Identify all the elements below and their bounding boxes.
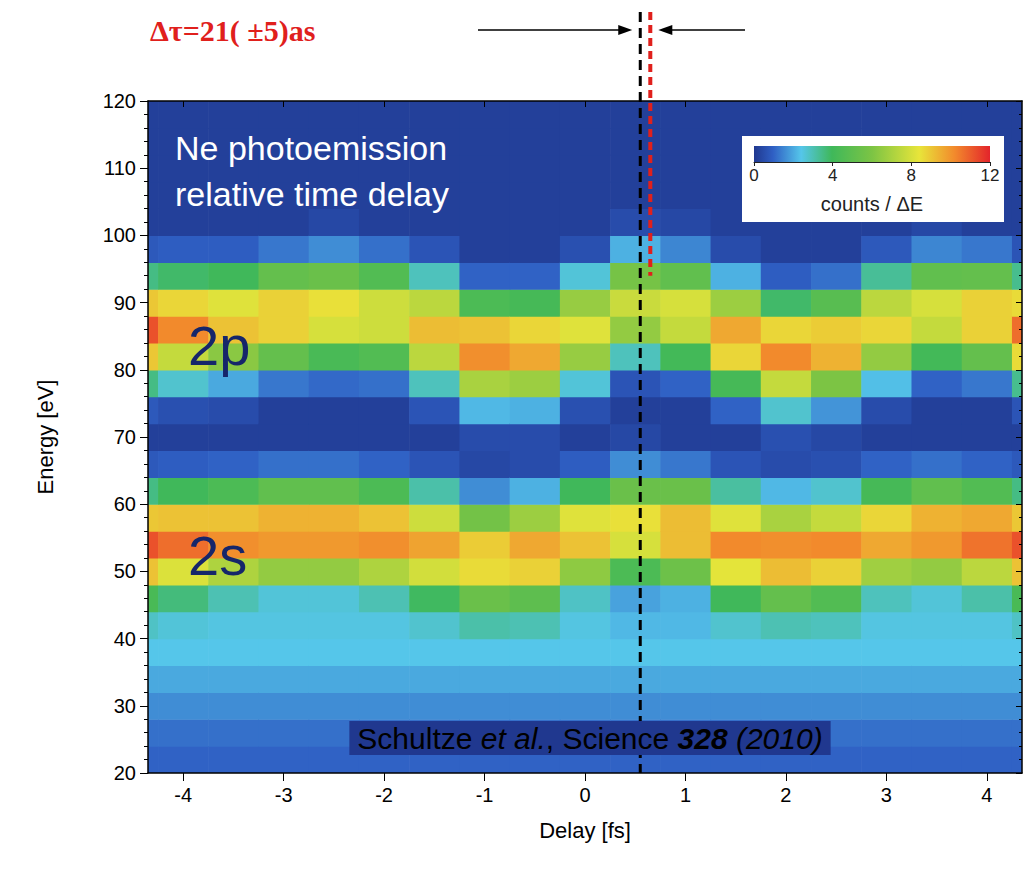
svg-text:et al.: et al. <box>481 722 546 755</box>
svg-text:4: 4 <box>981 784 992 806</box>
svg-text:110: 110 <box>104 157 136 179</box>
svg-text:2s: 2s <box>188 524 247 587</box>
svg-text:50: 50 <box>114 560 136 582</box>
svg-text:60: 60 <box>114 493 136 515</box>
svg-text:8: 8 <box>907 166 916 185</box>
svg-text:-4: -4 <box>174 784 192 806</box>
svg-text:, Science: , Science <box>546 722 678 755</box>
svg-text:0: 0 <box>579 784 590 806</box>
svg-text:-2: -2 <box>375 784 393 806</box>
svg-text:Schultze: Schultze <box>357 722 480 755</box>
svg-text:Energy [eV]: Energy [eV] <box>33 380 58 495</box>
svg-text:1: 1 <box>680 784 691 806</box>
svg-text:80: 80 <box>114 359 136 381</box>
svg-text:12: 12 <box>981 166 1000 185</box>
svg-text:20: 20 <box>114 762 136 784</box>
svg-text:0: 0 <box>749 166 758 185</box>
svg-text:Delay [fs]: Delay [fs] <box>539 818 631 843</box>
svg-text:90: 90 <box>114 292 136 314</box>
svg-text:(2010): (2010) <box>728 722 823 755</box>
svg-text:100: 100 <box>103 224 136 246</box>
svg-text:-1: -1 <box>476 784 494 806</box>
svg-text:30: 30 <box>114 695 136 717</box>
svg-text:Δτ=21( ±5)as: Δτ=21( ±5)as <box>150 14 315 48</box>
svg-text:328: 328 <box>678 722 728 755</box>
svg-text:2: 2 <box>780 784 791 806</box>
svg-text:Ne photoemission: Ne photoemission <box>175 129 447 167</box>
svg-text:4: 4 <box>828 166 837 185</box>
svg-text:70: 70 <box>114 426 136 448</box>
svg-text:-3: -3 <box>275 784 293 806</box>
svg-text:3: 3 <box>881 784 892 806</box>
svg-text:120: 120 <box>103 90 136 112</box>
svg-text:2p: 2p <box>188 314 250 377</box>
svg-text:40: 40 <box>114 628 136 650</box>
svg-text:relative time delay: relative time delay <box>175 175 449 213</box>
svg-text:counts / ΔE: counts / ΔE <box>821 193 923 215</box>
